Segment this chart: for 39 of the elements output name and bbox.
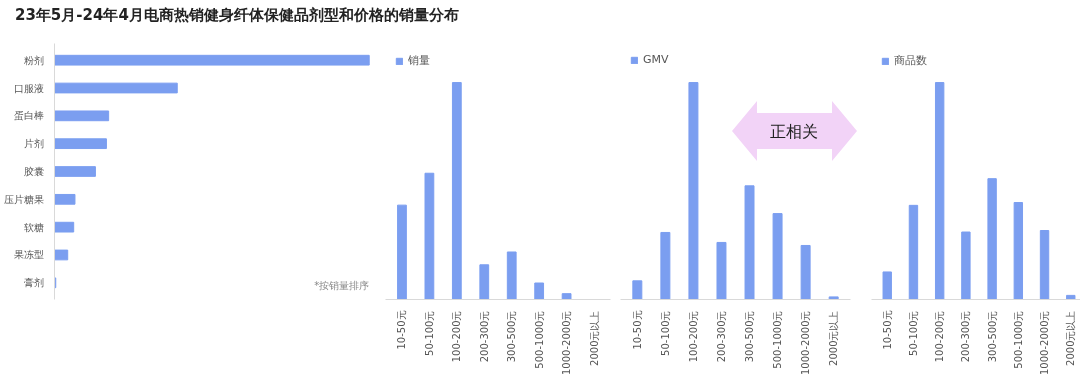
x-tick-label: 300-500元 (744, 310, 756, 363)
chart-title: 23年5月-24年4月电商热销健身纤体保健品剂型和价格的销量分布 (15, 5, 459, 26)
x-tick-label: 2000元以上 (828, 310, 840, 366)
legend-label: 商品数 (894, 53, 927, 68)
x-tick-label: 200-300元 (478, 310, 490, 363)
x-tick-label: 200-300元 (960, 310, 972, 363)
y-tick-label: 片剂 (23, 138, 44, 150)
x-tick-label: 50-100元 (659, 310, 671, 356)
x-tick-label: 500-1000元 (1012, 310, 1024, 369)
x-tick-label: 10-50元 (396, 310, 408, 350)
y-tick-label: 蛋白棒 (13, 110, 44, 122)
x-tick-label: 100-200元 (687, 310, 699, 363)
x-tick-label: 2000元以上 (588, 310, 600, 366)
x-tick-label: 50-100元 (423, 310, 435, 356)
x-tick-label: 2000元以上 (1065, 310, 1077, 366)
y-tick-label: 膏剂 (23, 277, 44, 289)
y-tick-label: 压片糖果 (3, 193, 44, 205)
x-tick-label: 300-500元 (986, 310, 998, 363)
x-tick-label: 500-1000元 (533, 310, 545, 369)
x-tick-label: 1000-2000元 (1039, 310, 1051, 376)
x-tick-label: 100-200元 (451, 310, 463, 363)
x-tick-label: 1000-2000元 (800, 310, 812, 376)
annotation: *按销量排序 (314, 280, 370, 292)
legend-label: GMV (643, 53, 669, 66)
legend-label: 销量 (408, 53, 430, 68)
x-tick-label: 10-50元 (881, 310, 893, 350)
y-tick-label: 口服液 (13, 82, 44, 94)
x-tick-label: 50-100元 (907, 310, 919, 356)
x-tick-label: 100-200元 (934, 310, 946, 363)
y-tick-label: 软糖 (23, 221, 44, 233)
annotation: 正相关 (770, 123, 818, 140)
y-tick-label: 胶囊 (23, 166, 44, 177)
y-tick-label: 粉剂 (23, 54, 44, 66)
x-tick-label: 200-300元 (715, 310, 727, 363)
x-tick-label: 300-500元 (506, 310, 518, 363)
x-tick-label: 500-1000元 (772, 310, 784, 369)
y-tick-label: 果冻型 (13, 249, 44, 261)
x-tick-label: 10-50元 (631, 310, 643, 350)
x-tick-label: 1000-2000元 (561, 310, 573, 376)
